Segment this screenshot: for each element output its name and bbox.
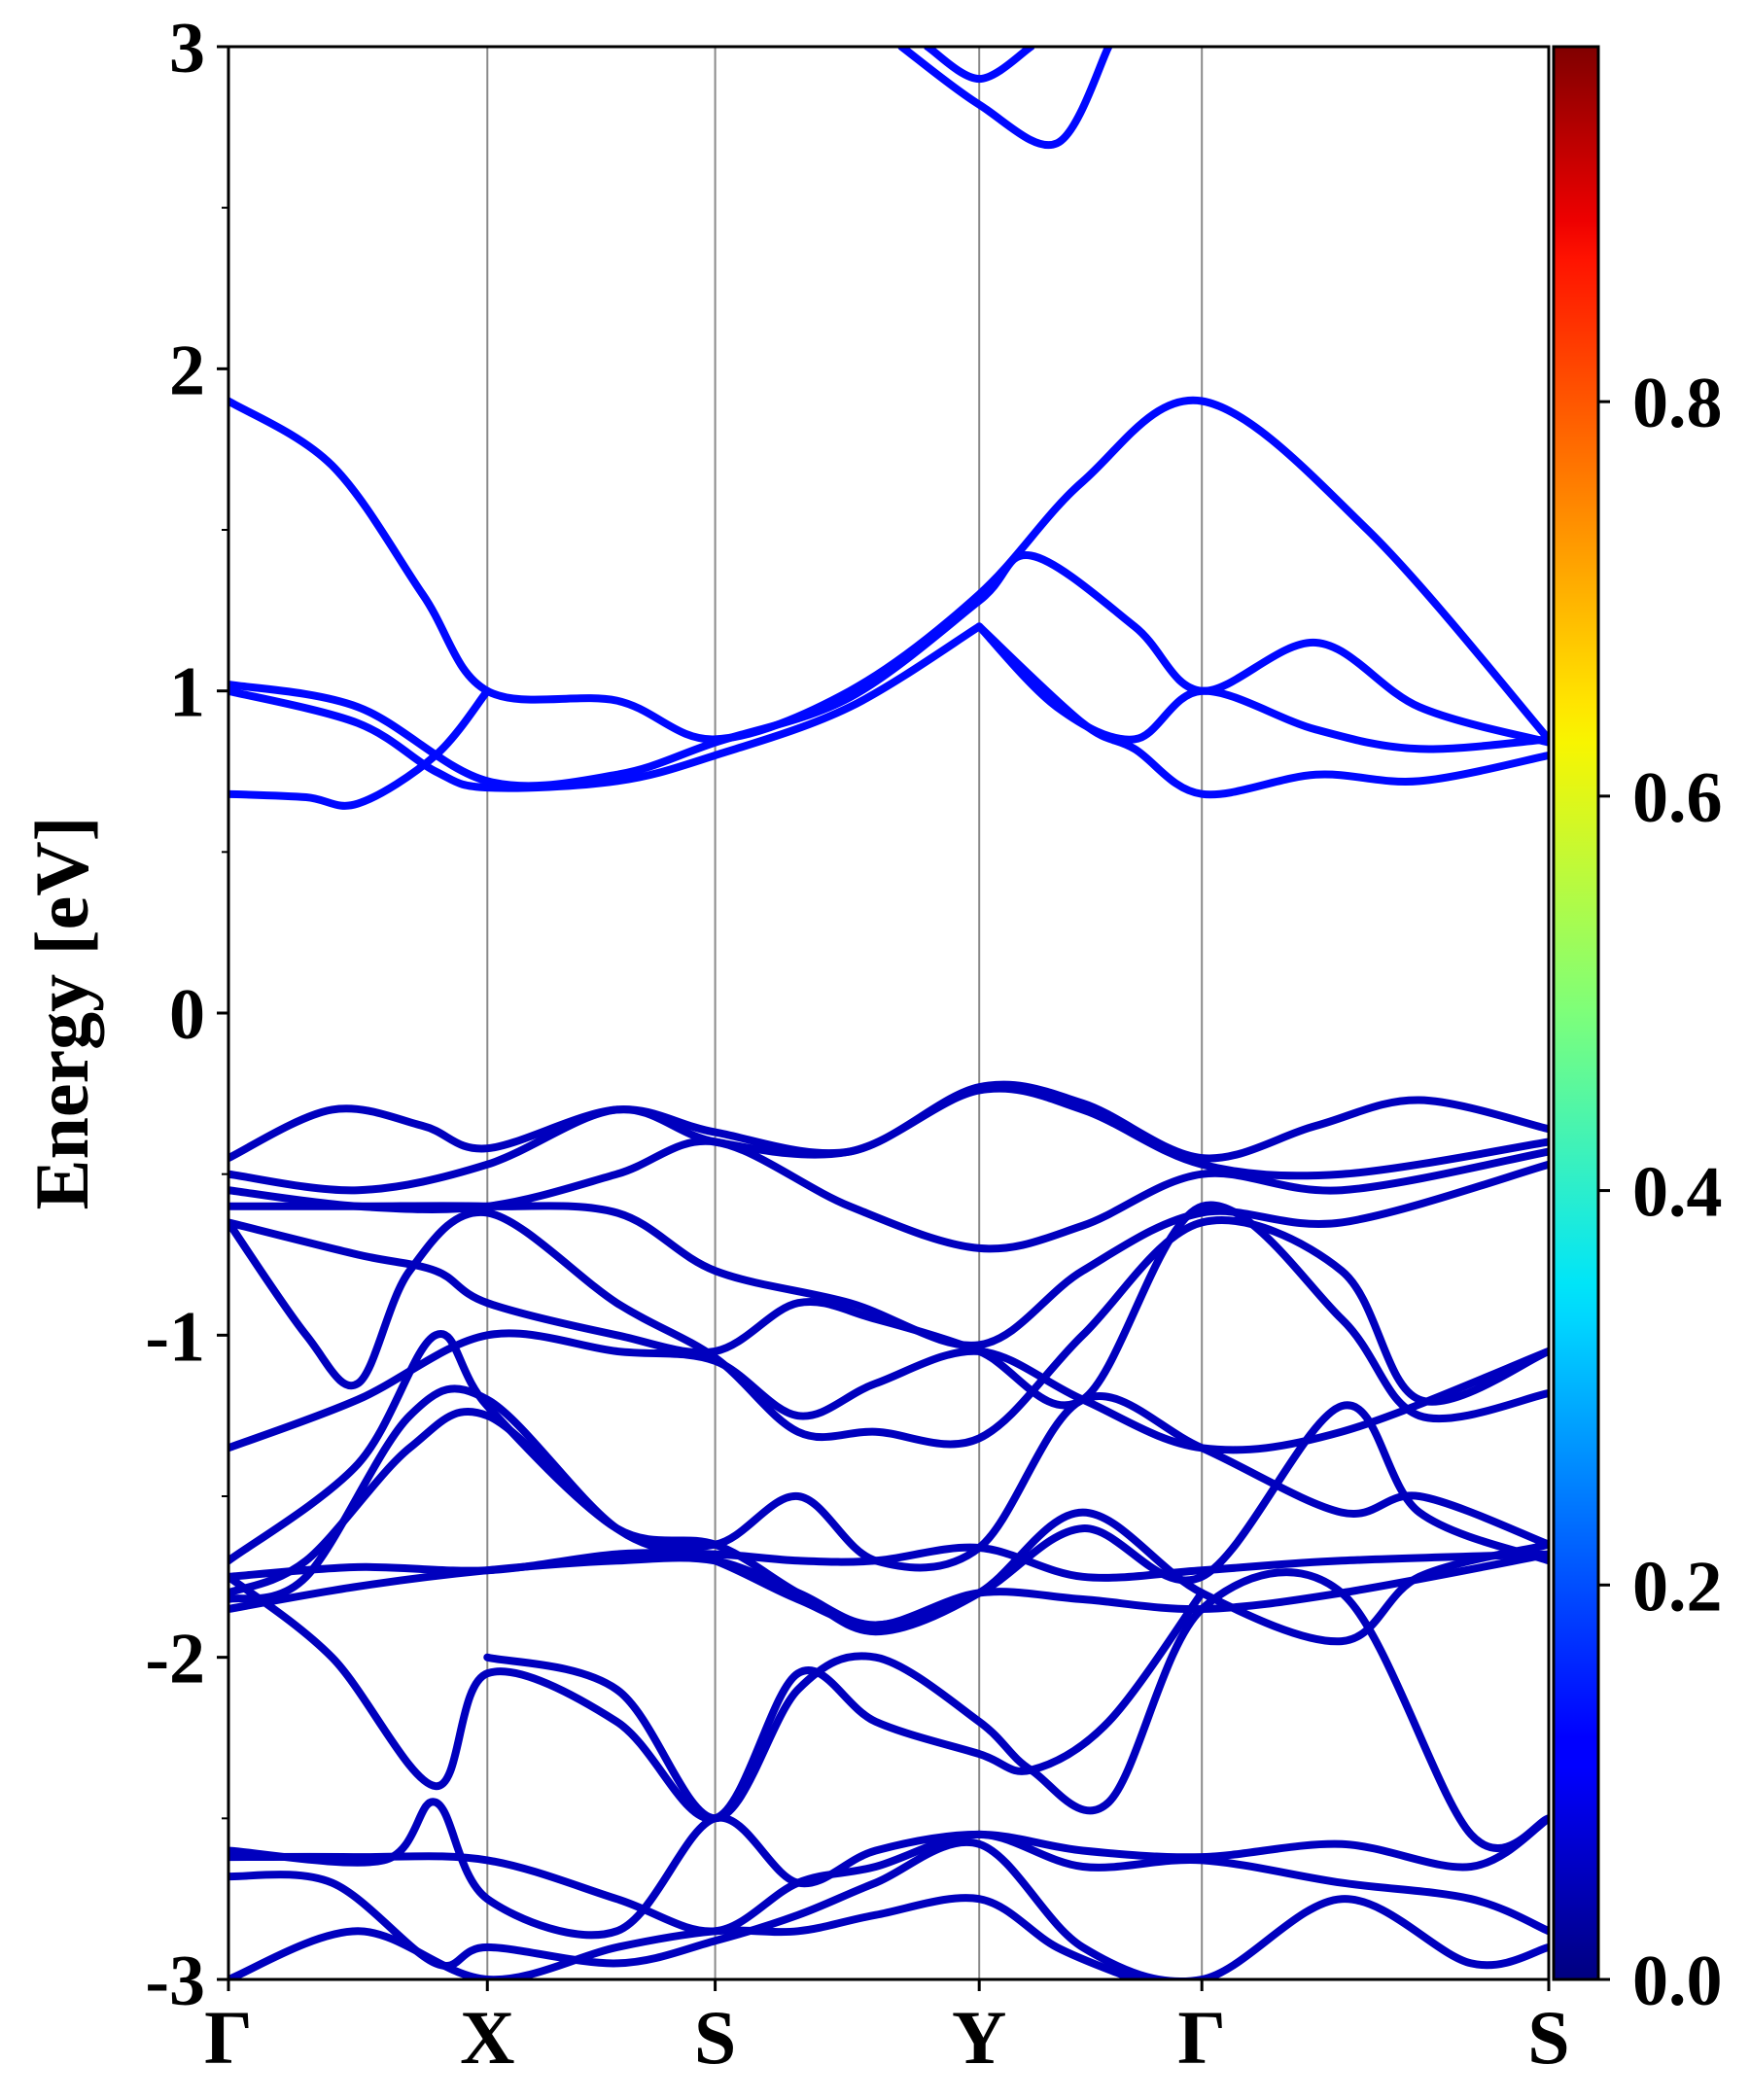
band-line [228, 1798, 1549, 1940]
x-tick-label: Y [952, 1995, 1006, 2080]
y-tick-label: 2 [169, 331, 205, 410]
x-tick-label: S [1527, 1995, 1569, 2080]
band-line [228, 686, 492, 810]
band-line [923, 47, 1035, 84]
y-axis: -3 -2 -1 0 1 2 3 [145, 9, 228, 2021]
band-line [228, 1408, 1549, 1646]
band-line [228, 1201, 1549, 1423]
colorbar-tick-label: 0.8 [1632, 364, 1723, 443]
y-tick-label: -1 [145, 1297, 205, 1377]
band-line [228, 1384, 1549, 1629]
y-tick-label: -3 [145, 1942, 205, 2021]
y-tick-label: 0 [169, 975, 205, 1055]
band-line [228, 622, 984, 792]
plot-frame [227, 45, 1551, 1981]
high-symmetry-lines [486, 47, 1204, 1979]
y-tick-label: -2 [145, 1620, 205, 1699]
colorbar [1552, 45, 1600, 1981]
band-line [228, 396, 1549, 744]
band-line [228, 1137, 1549, 1253]
x-tick-label: S [694, 1995, 736, 2080]
band-line [228, 1080, 1549, 1163]
band-line [228, 1084, 1549, 1195]
colorbar-tick-label: 0.6 [1632, 758, 1723, 838]
band-line [975, 622, 1549, 799]
colorbar-axis: 0.0 0.2 0.4 0.6 0.8 [1598, 364, 1723, 2021]
band-line [483, 1568, 1549, 1853]
x-tick-label: Γ [204, 1995, 253, 2080]
band-line [228, 1894, 1138, 1979]
y-axis-label: Energy [eV] [19, 816, 104, 1209]
x-tick-label: Γ [1177, 1995, 1226, 2080]
band-line [228, 1329, 1549, 1454]
band-line [228, 1160, 1549, 1349]
band-line [897, 47, 1113, 150]
band-line [228, 1830, 1549, 1936]
colorbar-tick-label: 0.4 [1632, 1153, 1723, 1233]
colorbar-tick-label: 0.0 [1632, 1942, 1723, 2021]
y-tick-label: 3 [169, 9, 205, 88]
y-tick-label: 1 [169, 653, 205, 733]
x-tick-label: X [460, 1995, 514, 2080]
band-line [228, 1330, 1549, 1572]
band-line [228, 1208, 1549, 1449]
band-line [975, 622, 1549, 753]
bands-group [228, 47, 1549, 1979]
band-line [228, 551, 1549, 790]
colorbar-tick-label: 0.2 [1632, 1547, 1723, 1627]
